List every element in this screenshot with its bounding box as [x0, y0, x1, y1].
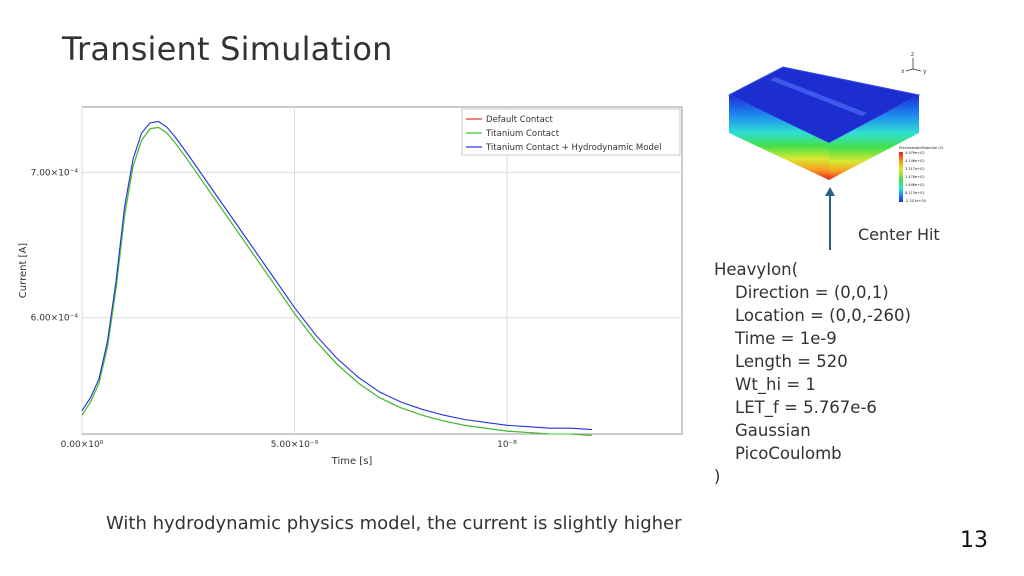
param-line: Length = 520 — [735, 352, 848, 371]
colorbar: ElectrostaticPotential (V) 4.979e+02 4.14… — [899, 146, 944, 203]
y-axis-label: Current [A] — [18, 243, 29, 298]
param-line: Time = 1e-9 — [735, 329, 837, 348]
colorbar-tick-label: -2.201e+00 — [905, 199, 926, 203]
plot-area — [81, 106, 683, 435]
contact-stripe — [770, 77, 867, 116]
axis-triad: z x y — [901, 51, 927, 75]
param-line: Direction = (0,0,1) — [735, 283, 889, 302]
legend-box — [461, 108, 681, 156]
param-line: Gaussian — [735, 421, 811, 440]
colorbar-title: ElectrostaticPotential (V) — [899, 146, 944, 150]
center-hit-label: Center Hit — [858, 225, 940, 244]
colorbar-tick-label: 2.478e+02 — [905, 175, 925, 179]
slide-caption: With hydrodynamic physics model, the cur… — [106, 513, 682, 534]
device-3d-figure: z x y ElectrostaticPotential (V) 4.979e+… — [727, 51, 944, 203]
x-tick-label: 0.00×10⁰ — [61, 440, 104, 450]
colorbar-tick-label: 1.646e+02 — [905, 183, 925, 187]
x-tick-label: 5.00×10⁻⁹ — [271, 440, 319, 450]
y-tick-label: 6.00×10⁻⁴ — [31, 314, 79, 324]
current-vs-time-chart: 0.00×10⁰ 5.00×10⁻⁹ 10⁻⁸6.00×10⁻⁴7.00×10⁻⁴ … — [18, 106, 683, 467]
slide-title: Transient Simulation — [62, 30, 393, 68]
axis-label-y: y — [923, 68, 927, 75]
page-number: 13 — [960, 528, 988, 553]
legend-label: Titanium Contact — [485, 129, 560, 139]
param-line: Location = (0,0,-260) — [735, 306, 911, 325]
series-line-1 — [81, 126, 593, 437]
param-line: PicoCoulomb — [735, 444, 842, 463]
legend-label: Titanium Contact + Hydrodynamic Model — [485, 143, 661, 153]
colorbar-tick-label: 3.317e+02 — [905, 167, 925, 171]
colorbar-tick-label: 8.113e+01 — [905, 191, 925, 195]
param-line: Wt_hi = 1 — [735, 375, 816, 394]
colorbar-tick-label: 4.146e+02 — [905, 159, 925, 163]
heavyion-params: HeavyIon( Direction = (0,0,1) Location =… — [714, 258, 911, 488]
device-left-face — [729, 95, 829, 180]
heavyion-footer: ) — [714, 467, 721, 486]
center-hit-arrow — [825, 187, 835, 250]
device-right-face — [829, 95, 919, 180]
y-tick-label: 7.00×10⁻⁴ — [31, 168, 79, 178]
param-line: LET_f = 5.767e-6 — [735, 398, 877, 417]
heavyion-header: HeavyIon( — [714, 260, 799, 279]
axis-label-z: z — [911, 51, 914, 58]
axis-label-x: x — [901, 68, 905, 75]
legend-label: Default Contact — [486, 115, 553, 125]
x-axis-label: Time [s] — [331, 456, 373, 467]
x-tick-label: 10⁻⁸ — [497, 440, 517, 450]
series-line-2 — [81, 120, 593, 431]
colorbar-tick-label: 4.979e+02 — [905, 151, 925, 155]
